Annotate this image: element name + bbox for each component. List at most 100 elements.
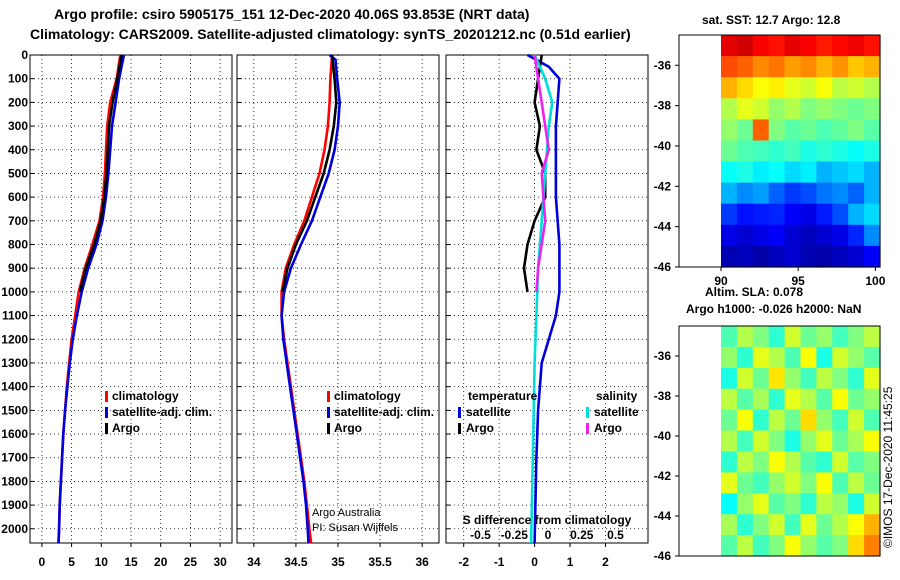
heatmap-cell: [864, 472, 881, 494]
panel-frame-difference-profile: [445, 54, 649, 544]
depth-tick-label: 1000: [1, 285, 28, 299]
depth-tick-label: 1600: [1, 427, 28, 441]
heatmap-cell: [864, 77, 881, 99]
map-x-tick-label: 90: [714, 274, 728, 288]
legend-label: climatology: [334, 389, 401, 403]
heatmap-cell: [736, 77, 754, 99]
heatmap-cell: [848, 182, 865, 205]
heatmap-cell: [864, 514, 881, 536]
heatmap-cell: [752, 493, 770, 515]
heatmap-cell: [752, 326, 770, 348]
heatmap-cell: [768, 140, 786, 163]
heatmap-cell: [768, 472, 786, 494]
heatmap-cell: [768, 535, 786, 557]
heatmap-cell: [816, 451, 833, 473]
depth-tick-label: 400: [8, 143, 28, 157]
heatmap-cell: [800, 367, 817, 390]
secondary-x-tick-label: 0: [545, 528, 552, 542]
heatmap-cell: [752, 514, 770, 536]
profile-title: Argo profile: csiro 5905175_151 12-Dec-2…: [54, 6, 530, 22]
heatmap-cell: [736, 409, 754, 432]
depth-tick-label: 700: [8, 214, 28, 228]
depth-tick-label: 1200: [1, 332, 28, 346]
map-y-tick-label: -38: [654, 389, 672, 403]
heatmap-cell: [768, 224, 786, 247]
heatmap-cell: [752, 388, 770, 411]
sst-map-title: sat. SST: 12.7 Argo: 12.8: [702, 13, 841, 27]
x-tick-label: 2: [602, 555, 609, 569]
x-tick-label: 5: [68, 555, 75, 569]
heatmap-cell: [832, 326, 849, 348]
heatmap-cell: [848, 140, 865, 163]
heatmap-cell: [784, 493, 802, 515]
heatmap-cell: [864, 140, 881, 163]
heatmap-cell: [832, 388, 849, 411]
heatmap-cell: [800, 35, 817, 57]
heatmap-cell: [832, 77, 849, 99]
depth-tick-label: 1900: [1, 498, 28, 512]
depth-tick-label: 500: [8, 166, 28, 180]
heatmap-cell: [800, 472, 817, 494]
heatmap-cell: [816, 245, 833, 268]
heatmap-cell: [816, 346, 833, 369]
argo-height-label: Argo h1000: -0.026 h2000: NaN: [686, 302, 861, 316]
heatmap-cell: [832, 451, 849, 473]
heatmap-cell: [816, 430, 833, 452]
heatmap-cell: [736, 535, 754, 557]
heatmap-cell: [848, 409, 865, 432]
heatmap-cell: [721, 367, 738, 390]
heatmap-cell: [848, 535, 865, 557]
heatmap-cell: [736, 119, 754, 142]
legend-swatch: [327, 423, 330, 434]
heatmap-cell: [721, 35, 738, 57]
heatmap-cell: [768, 367, 786, 390]
heatmap-cell: [721, 451, 738, 473]
heatmap-cell: [800, 514, 817, 536]
heatmap-cell: [784, 77, 802, 99]
heatmap-cell: [736, 451, 754, 473]
heatmap-cell: [800, 451, 817, 473]
heatmap-cell: [736, 203, 754, 226]
heatmap-cell: [721, 182, 738, 205]
heatmap-cell: [736, 514, 754, 536]
heatmap-cell: [848, 56, 865, 78]
heatmap-cell: [736, 161, 754, 184]
heatmap-cell: [768, 203, 786, 226]
heatmap-cell: [752, 77, 770, 99]
map-y-tick-label: -42: [654, 469, 672, 483]
heatmap-cell: [721, 245, 738, 268]
x-tick-label: 15: [124, 555, 138, 569]
heatmap-cell: [752, 35, 770, 57]
heatmap-cell: [832, 119, 849, 142]
heatmap-cell: [832, 367, 849, 390]
heatmap-cell: [736, 388, 754, 411]
heatmap-cell: [721, 77, 738, 99]
heatmap-cell: [864, 367, 881, 390]
heatmap-cell: [864, 409, 881, 432]
secondary-x-tick-label: -0.5: [470, 528, 491, 542]
heatmap-cell: [784, 98, 802, 120]
heatmap-cell: [864, 245, 881, 268]
heatmap-cell: [784, 56, 802, 78]
heatmap-cell: [832, 35, 849, 57]
legend-swatch: [586, 407, 589, 418]
x-tick-label: 35: [331, 555, 345, 569]
heatmap-cell: [768, 119, 786, 142]
heatmap-cell: [784, 409, 802, 432]
heatmap-cell: [736, 98, 754, 120]
heatmap-cell: [721, 409, 738, 432]
heatmap-cell: [800, 77, 817, 99]
heatmap-cell: [848, 161, 865, 184]
map-y-tick-label: -44: [654, 220, 672, 234]
map-y-tick-label: -40: [654, 139, 672, 153]
heatmap-cell: [752, 56, 770, 78]
series-line-argo: [281, 54, 338, 293]
heatmap-cell: [832, 182, 849, 205]
map-y-tick-label: -38: [654, 99, 672, 113]
heatmap-cell: [752, 161, 770, 184]
heatmap-cell: [721, 119, 738, 142]
heatmap-cell: [784, 388, 802, 411]
heatmap-cell: [848, 326, 865, 348]
heatmap-cell: [768, 409, 786, 432]
heatmap-cell: [800, 98, 817, 120]
